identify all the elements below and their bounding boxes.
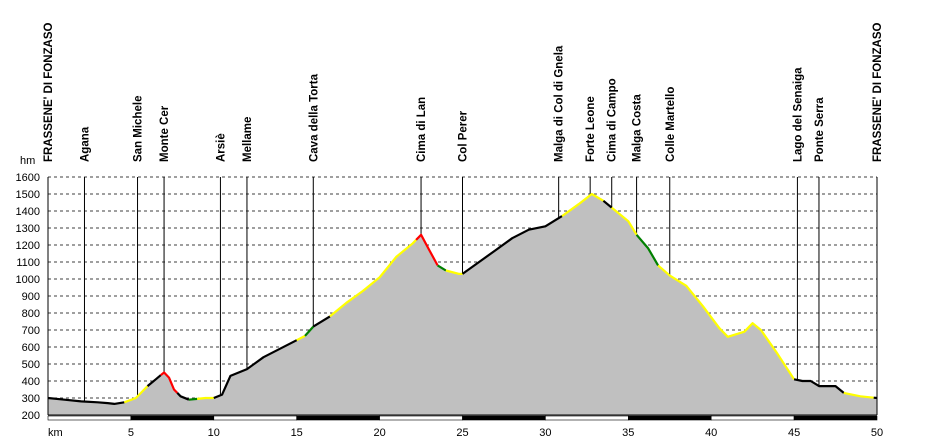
waypoint-label: FRASSENE' DI FONZASO (872, 22, 884, 162)
waypoint-label: Cima di Lan (416, 97, 428, 162)
y-tick-label: 1000 (16, 274, 40, 286)
y-tick-label: 400 (22, 376, 40, 388)
profile-fill (48, 194, 877, 415)
slope-segment (146, 374, 162, 387)
slope-segment (415, 233, 439, 266)
x-tick-label: 25 (456, 427, 468, 439)
slope-segment (304, 325, 315, 337)
slope-segment (461, 215, 563, 275)
y-tick-label: 1100 (16, 257, 40, 269)
km-scale-block (545, 415, 629, 421)
y-axis-unit: hm (20, 155, 35, 167)
waypoint-label: Malga Costa (632, 94, 644, 162)
slope-segment (635, 234, 660, 266)
waypoint-label: Colle Martello (665, 87, 677, 162)
x-tick-label: 5 (128, 427, 134, 439)
km-scale-block (710, 415, 795, 421)
x-tick-label: 35 (622, 427, 634, 439)
x-tick-label: 45 (788, 427, 800, 439)
y-tick-label: 1600 (16, 172, 40, 184)
slope-segment (47, 396, 125, 405)
km-scale-block (213, 415, 298, 421)
waypoint-label: Ponte Serra (814, 97, 826, 162)
slope-segment (176, 392, 190, 401)
y-tick-label: 900 (22, 291, 40, 303)
waypoint-label: Arsiè (215, 133, 227, 162)
y-tick-label: 1200 (16, 240, 40, 252)
slope-segment (611, 206, 638, 236)
km-scale-block (296, 415, 380, 421)
slope-segment (188, 397, 198, 401)
x-axis-unit: km (48, 427, 63, 439)
x-tick-label: 30 (539, 427, 551, 439)
waypoint-label: Mellame (242, 117, 254, 162)
x-tick-label: 10 (208, 427, 220, 439)
waypoint-label: Cava della Torta (308, 73, 320, 162)
x-tick-label: 20 (373, 427, 385, 439)
waypoint-label: Agana (79, 126, 91, 162)
y-tick-labels: 200 300 400 500 600 700 800 900 1000 1100 1200 1300… (16, 172, 40, 422)
km-scale-block (379, 415, 463, 421)
slope-segment (296, 334, 306, 342)
y-tick-label: 600 (22, 342, 40, 354)
slope-segment (843, 391, 874, 399)
km-scale-block (793, 415, 878, 421)
x-tick-label: 40 (705, 427, 717, 439)
slope-segment (197, 396, 214, 400)
y-tick-label: 500 (22, 359, 40, 371)
x-tick-label: 50 (871, 427, 883, 439)
slope-segment (329, 239, 417, 318)
x-tick-labels: 5 10 15 20 25 30 35 40 45 50 (128, 427, 883, 439)
slope-segment (312, 315, 331, 328)
slope-segments (47, 192, 878, 405)
waypoint-label: Forte Leone (585, 96, 597, 162)
y-tick-label: 1400 (16, 206, 40, 218)
km-scale-block (627, 415, 712, 421)
waypoint-label: Col Perer (458, 110, 470, 162)
slope-segment (123, 385, 149, 404)
waypoint-label: San Michele (133, 96, 145, 162)
slope-segment (445, 269, 463, 275)
slope-segment (213, 339, 298, 400)
km-scale-block (130, 415, 215, 421)
y-tick-label: 1500 (16, 189, 40, 201)
km-scale-block (47, 415, 132, 421)
slope-segment (657, 264, 796, 380)
y-tick-label: 300 (22, 393, 40, 405)
profile-area (48, 194, 877, 415)
axes (47, 177, 878, 421)
slope-segment (160, 371, 179, 394)
waypoint-label: Monte Cer (159, 105, 171, 162)
waypoint-guides (47, 177, 878, 402)
waypoint-label: Cima di Campo (607, 78, 619, 162)
waypoint-label: Malga di Col di Gnela (554, 45, 566, 162)
x-tick-label: 15 (291, 427, 303, 439)
slope-segment (437, 264, 447, 272)
y-tick-label: 200 (22, 410, 40, 422)
waypoint-labels: FRASSENE' DI FONZASO Agana San Michele Mont… (43, 22, 884, 162)
slope-segment (793, 378, 845, 394)
waypoint-label: FRASSENE' DI FONZASO (43, 22, 55, 162)
y-tick-label: 1300 (16, 223, 40, 235)
slope-segment (561, 192, 604, 217)
y-tick-label: 700 (22, 325, 40, 337)
slope-segment (602, 199, 613, 209)
km-scale-block (462, 415, 546, 421)
y-tick-label: 800 (22, 308, 40, 320)
waypoint-label: Lago del Senaiga (792, 67, 804, 162)
